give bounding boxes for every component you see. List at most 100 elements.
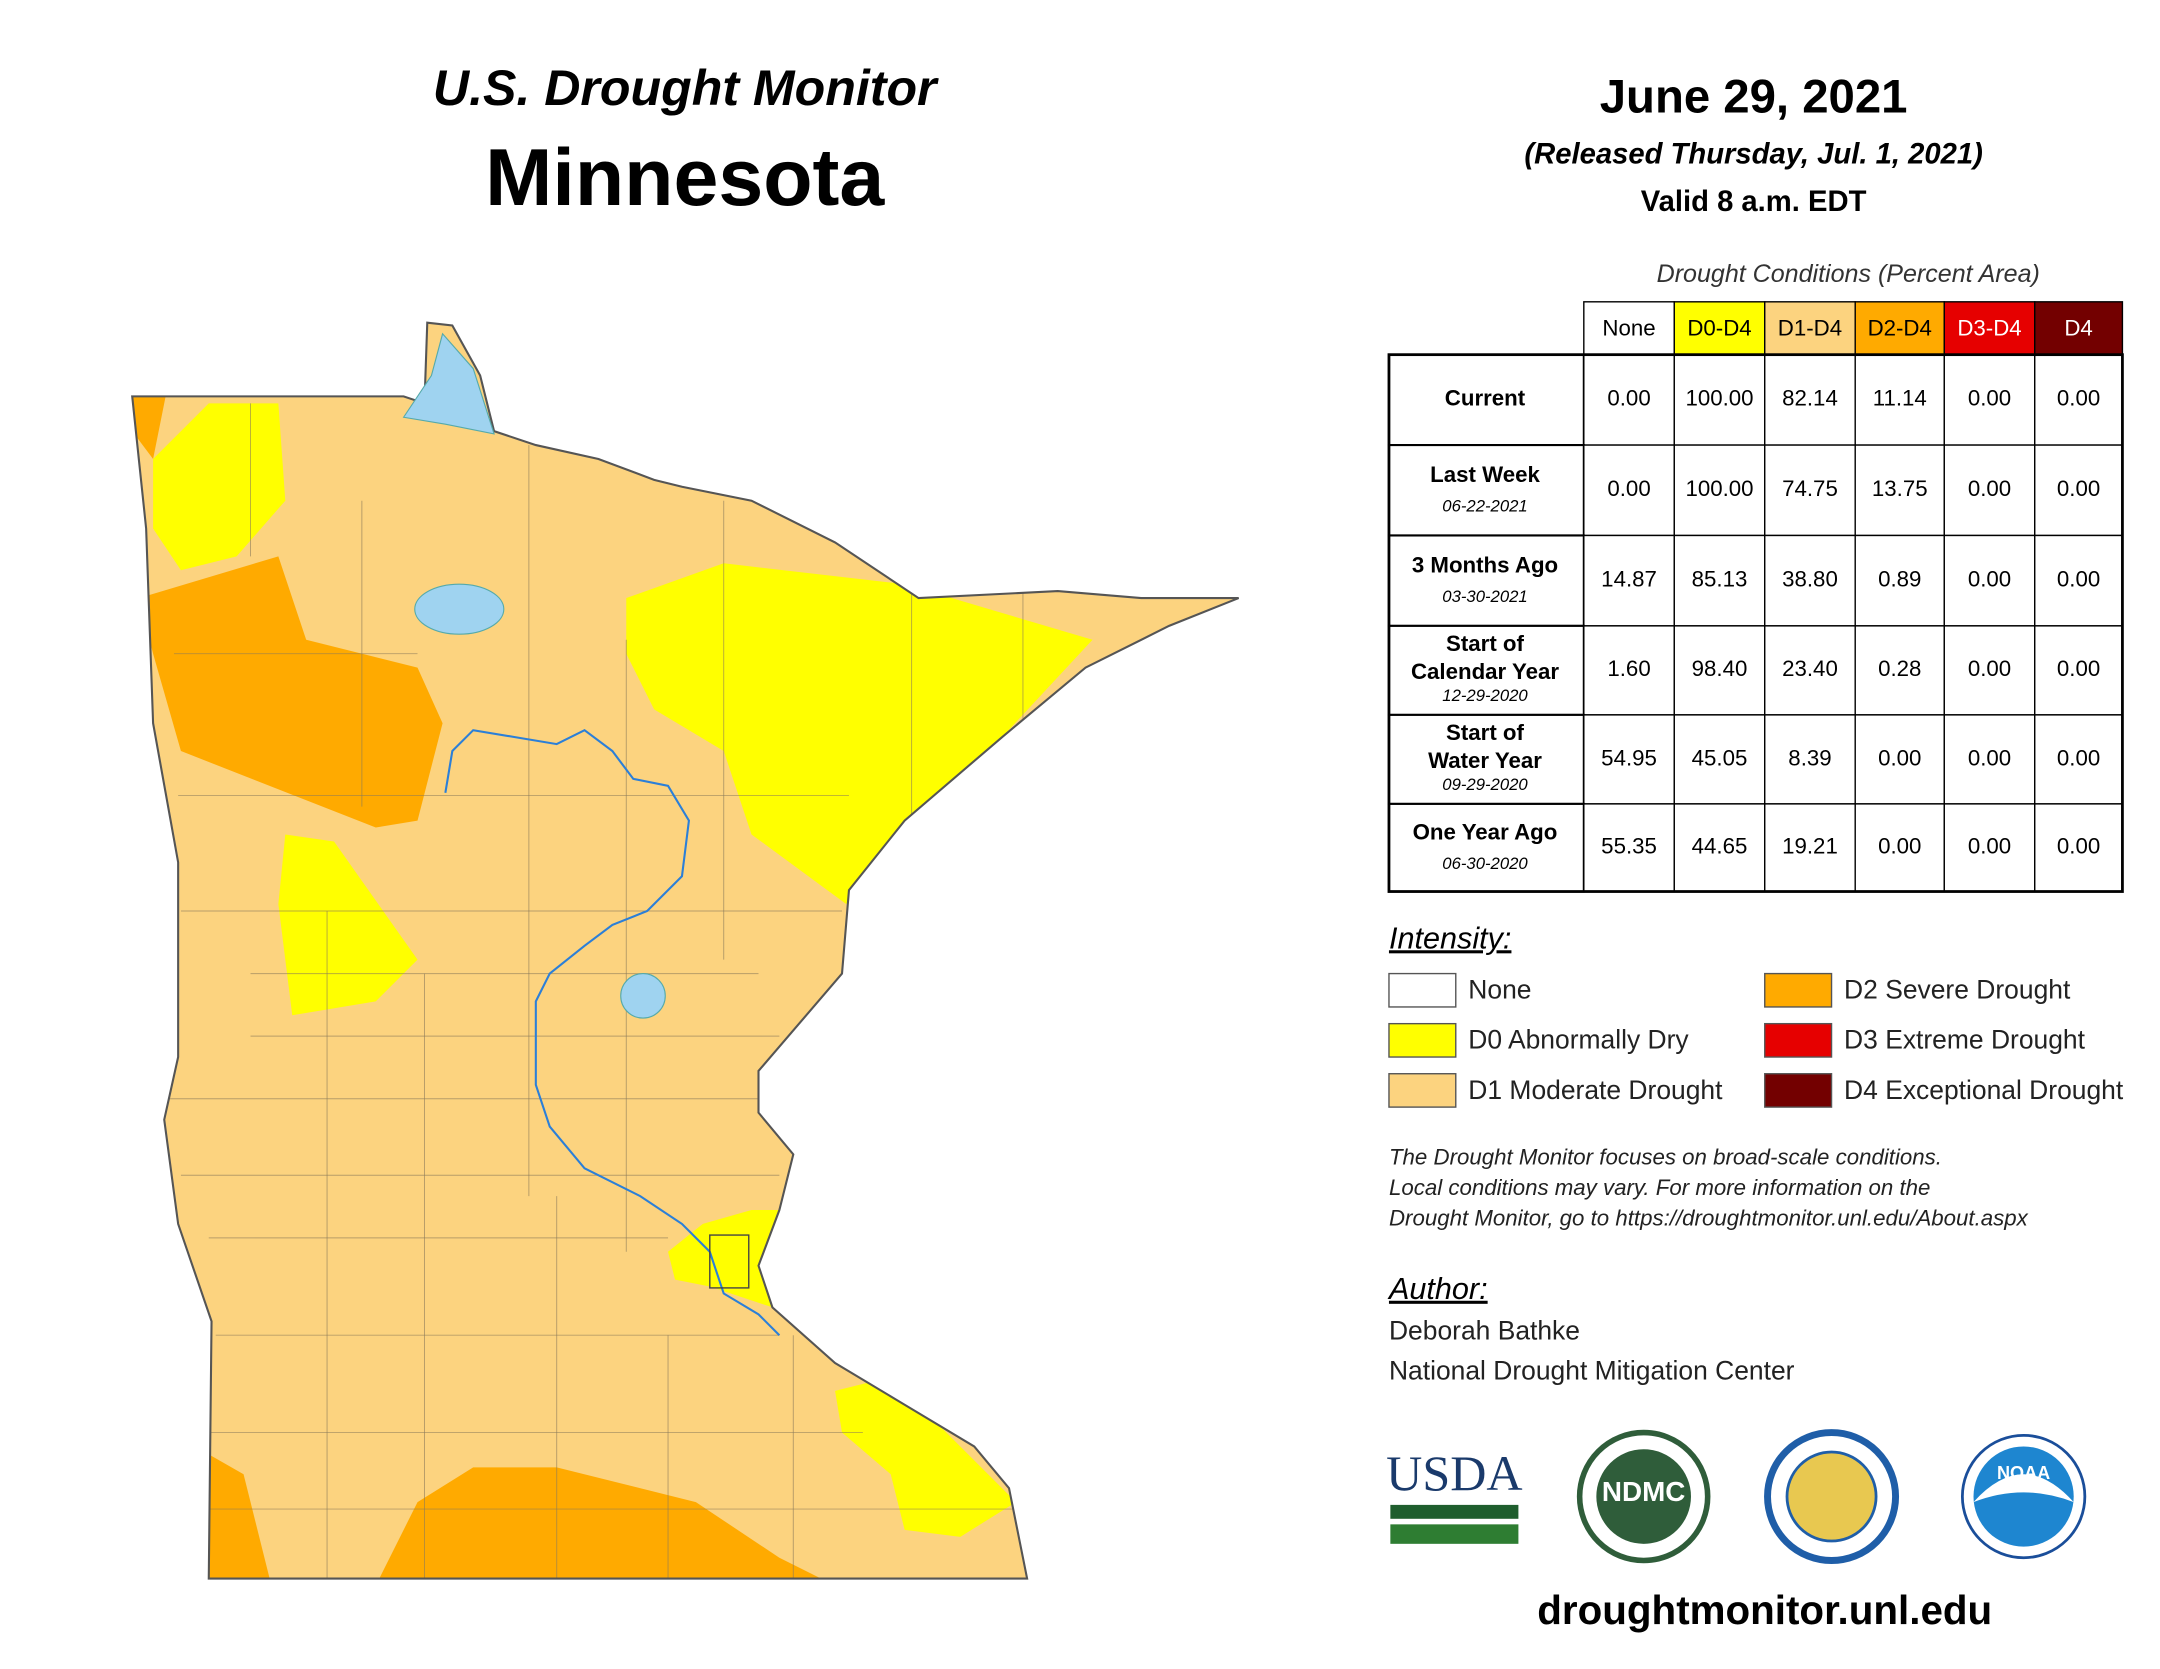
cell-value: 45.05 (1692, 745, 1748, 770)
value-cell (2034, 714, 2124, 805)
drought-zone (835, 1376, 1016, 1537)
cell-value: 0.00 (2057, 476, 2100, 501)
logo-usda-band2 (1390, 1524, 1519, 1544)
valid-time: Valid 8 a.m. EDT (1641, 186, 1867, 218)
column-header: D1-D4 (1778, 316, 1842, 341)
river (444, 728, 781, 1336)
legend-label: D1 Moderate Drought (1468, 1075, 1723, 1105)
value-cell (1943, 625, 2036, 716)
row-label: Water Year (1428, 748, 1542, 773)
row-date: 06-30-2020 (1442, 854, 1528, 873)
value-cell (1673, 714, 1766, 805)
value-cell (1764, 534, 1856, 627)
value-cell (1583, 534, 1675, 627)
column-header: None (1602, 316, 1655, 341)
cell-value: 11.14 (1873, 386, 1927, 411)
state-map (131, 321, 1240, 1580)
cell-value: 19.21 (1782, 834, 1838, 859)
disclaimer-line: The Drought Monitor focuses on broad-sca… (1389, 1144, 1942, 1169)
value-cell (1854, 714, 1945, 805)
cell-value: 0.00 (2057, 567, 2100, 592)
row-label: One Year Ago (1413, 820, 1558, 845)
lake (620, 973, 666, 1019)
column-header: D4 (2064, 316, 2092, 341)
logo-noaa-core (1973, 1446, 2074, 1547)
cell-value: 100.00 (1685, 476, 1753, 501)
value-cell (1673, 803, 1766, 893)
cell-value: 0.00 (1968, 567, 2011, 592)
cell-value: 1.60 (1607, 656, 1650, 681)
value-cell (1764, 625, 1856, 716)
row-date: 03-30-2021 (1442, 587, 1527, 606)
cell-value: 38.80 (1782, 567, 1838, 592)
row-label-cell (1387, 802, 1585, 893)
state-name: Minnesota (485, 133, 885, 223)
lake (402, 332, 495, 435)
cell-value: 0.00 (1607, 476, 1650, 501)
logo-usda: USDA (1386, 1445, 1522, 1501)
cell-value: 0.00 (2057, 656, 2100, 681)
column-header: D3-D4 (1957, 316, 2021, 341)
column-header: D2-D4 (1868, 316, 1932, 341)
legend-label: D3 Extreme Drought (1844, 1025, 2086, 1055)
value-cell (1854, 353, 1945, 446)
row-date: 12-29-2020 (1442, 686, 1528, 705)
cell-value: 0.00 (2057, 745, 2100, 770)
value-cell (1943, 353, 2036, 446)
cell-value: 44.65 (1692, 834, 1748, 859)
drought-zone (194, 1446, 272, 1579)
row-label: 3 Months Ago (1412, 553, 1558, 578)
row-label-cell (1387, 353, 1585, 447)
cell-value: 74.75 (1782, 476, 1838, 501)
value-cell (1583, 714, 1675, 805)
value-cell (1673, 353, 1766, 446)
table-border (1387, 353, 2124, 893)
logo-noaa: NOAA (1997, 1463, 2050, 1483)
drought-zone (139, 556, 443, 828)
metro-outline (709, 1234, 750, 1289)
cell-value: 54.95 (1601, 745, 1657, 770)
row-label: Start of (1446, 720, 1524, 745)
cell-value: 0.00 (1878, 834, 1921, 859)
state-outline (131, 321, 1240, 1580)
site-url: droughtmonitor.unl.edu (1537, 1587, 1992, 1633)
author-line: Deborah Bathke (1389, 1315, 1580, 1345)
title: U.S. Drought Monitor (433, 60, 939, 116)
logo-noaa-bird (1973, 1474, 2074, 1503)
logo-ndmc: NDMC (1602, 1476, 1685, 1507)
cell-value: 0.00 (1968, 386, 2011, 411)
row-label-cell (1387, 624, 1585, 716)
cell-value: 0.00 (1968, 656, 2011, 681)
cell-value: 0.00 (1878, 745, 1921, 770)
legend-label: D4 Exceptional Drought (1844, 1075, 2124, 1105)
cell-value: 0.00 (2057, 834, 2100, 859)
cell-value: 14.87 (1601, 567, 1657, 592)
value-cell (2034, 534, 2124, 627)
cell-value: 100.00 (1685, 386, 1753, 411)
value-cell (1583, 353, 1675, 446)
drought-zone (668, 1210, 780, 1308)
row-label-cell (1387, 534, 1585, 627)
logo-ndmc-core (1596, 1449, 1691, 1544)
row-date: 09-29-2020 (1442, 775, 1528, 794)
legend-label: D2 Severe Drought (1844, 975, 2071, 1005)
drought-zone (626, 563, 1093, 905)
column-header: D0-D4 (1687, 316, 1751, 341)
legend-swatch (1388, 1022, 1457, 1058)
column-header-cell (1764, 301, 1856, 356)
cell-value: 0.28 (1878, 656, 1921, 681)
drought-areas (132, 389, 1093, 1579)
cell-value: 85.13 (1692, 567, 1748, 592)
author-title: Author: (1387, 1272, 1488, 1306)
value-cell (1673, 625, 1766, 716)
disclaimer-line: Drought Monitor, go to https://droughtmo… (1389, 1206, 2029, 1231)
map-date: June 29, 2021 (1600, 71, 1908, 124)
legend-label: D0 Abnormally Dry (1468, 1025, 1689, 1055)
drought-zone (153, 403, 286, 571)
drought-zone (132, 389, 168, 459)
value-cell (1583, 444, 1675, 537)
legend-swatch (1764, 1073, 1833, 1108)
value-cell (2034, 353, 2124, 446)
cell-value: 13.75 (1872, 476, 1928, 501)
